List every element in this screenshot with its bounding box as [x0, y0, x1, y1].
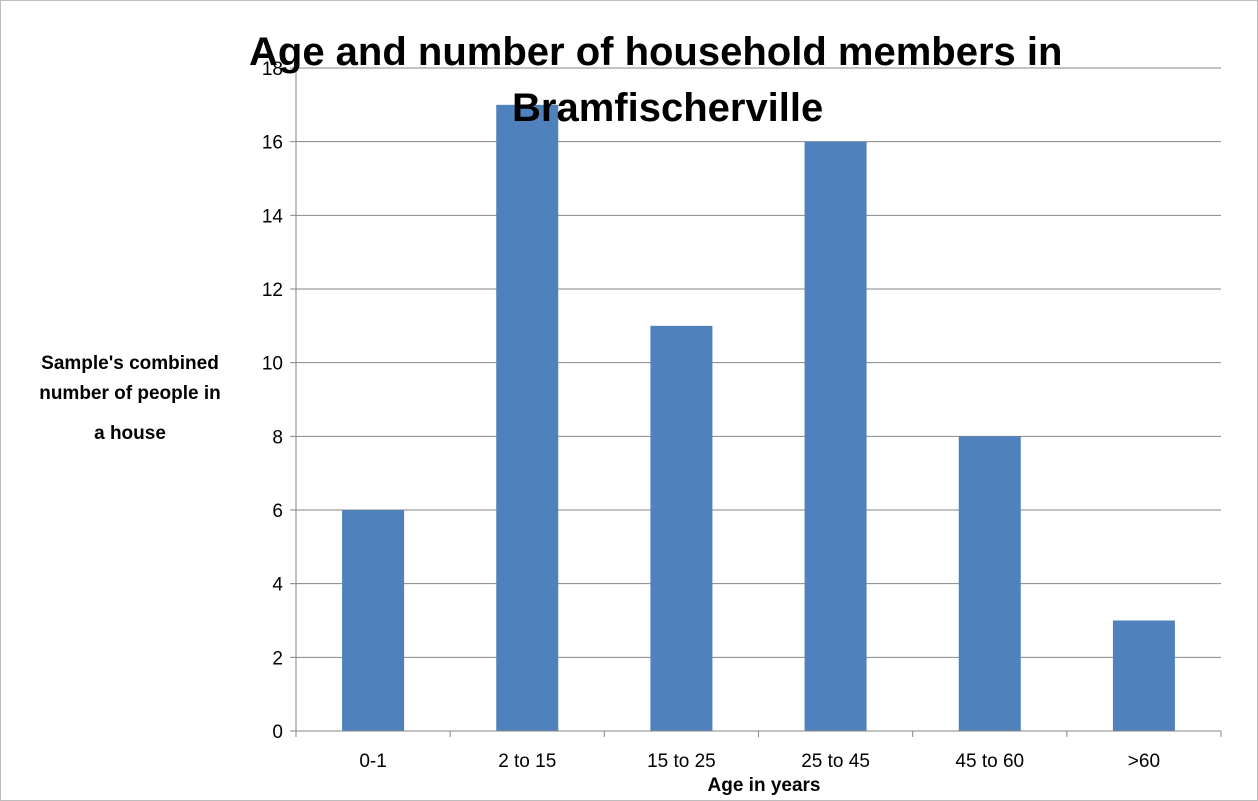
x-tick-label: 15 to 25 [647, 751, 716, 772]
y-tick-label: 4 [272, 575, 283, 596]
y-tick-label: 16 [262, 133, 283, 154]
bar [1112, 620, 1175, 731]
x-tick-label: 2 to 15 [498, 751, 556, 772]
y-axis-label-line-2: number of people in [39, 383, 221, 404]
bar [496, 104, 559, 732]
y-tick-label: 2 [272, 648, 283, 669]
bar [342, 510, 405, 731]
bars [342, 104, 1175, 732]
y-axis-label-line-3: a house [94, 423, 166, 444]
x-tick-label: >60 [1128, 751, 1160, 772]
y-tick-label: 12 [262, 280, 283, 301]
x-tick-label: 25 to 45 [801, 751, 870, 772]
y-tick-label: 10 [262, 354, 283, 375]
y-tick-label: 14 [262, 206, 284, 227]
x-tick-label: 45 to 60 [955, 751, 1024, 772]
y-tick-label: 0 [272, 722, 283, 743]
chart-title-line-1: Age and number of household members in [249, 30, 1063, 74]
chart-title-line-2: Bramfischerville [512, 86, 824, 130]
y-tick-label: 6 [272, 501, 283, 522]
x-tick-labels: 0-1 2 to 15 15 to 25 25 to 45 45 to 60 >60 [359, 751, 1160, 772]
y-tick-labels: 0 2 4 6 8 10 12 14 16 18 [262, 59, 284, 743]
y-axis-label-line-1: Sample's combined [41, 353, 219, 374]
x-tick-label: 0-1 [359, 751, 386, 772]
gridlines [296, 67, 1221, 658]
bar [958, 436, 1021, 731]
bar [804, 141, 867, 731]
y-tick-label: 18 [262, 59, 283, 80]
x-axis-label: Age in years [707, 775, 821, 796]
bar [650, 325, 713, 731]
y-tick-label: 8 [272, 427, 283, 448]
axes [290, 67, 1222, 737]
